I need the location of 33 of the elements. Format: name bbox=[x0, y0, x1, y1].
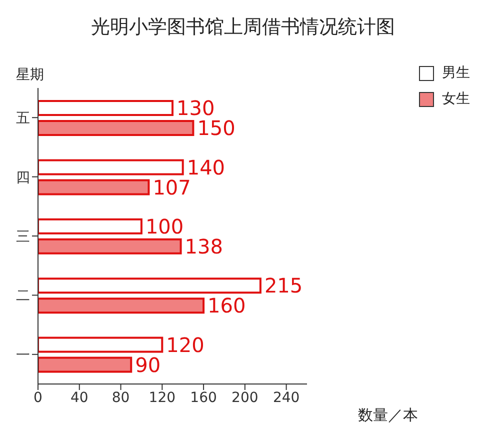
y-tick-label: 二 bbox=[16, 288, 30, 304]
bar bbox=[38, 336, 164, 353]
y-tick-label: 五 bbox=[16, 110, 30, 127]
x-tick-label: 80 bbox=[112, 390, 130, 406]
data-label: 215 bbox=[264, 274, 303, 298]
bar bbox=[38, 238, 182, 254]
text: 男生 bbox=[441, 64, 470, 82]
y-tick-label: 四 bbox=[16, 170, 30, 186]
y-tick-label: 三 bbox=[16, 228, 30, 245]
legend-label: 女生 bbox=[441, 90, 470, 108]
bar bbox=[38, 298, 205, 314]
data-label: 160 bbox=[208, 294, 246, 318]
chart-title: 光明小学图书馆上周借书情况统计图 bbox=[90, 15, 396, 40]
x-tick-label: 0 bbox=[34, 390, 42, 406]
x-tick-label: 240 bbox=[272, 390, 300, 406]
data-label: 100 bbox=[145, 214, 184, 238]
bar bbox=[38, 159, 184, 176]
x-tick-label: 200 bbox=[232, 390, 258, 406]
bar bbox=[38, 218, 142, 234]
bar bbox=[38, 278, 262, 294]
bar bbox=[38, 100, 174, 116]
x-tick-label: 40 bbox=[70, 390, 88, 406]
data-label: 138 bbox=[184, 234, 223, 258]
bar bbox=[38, 120, 194, 136]
bar bbox=[38, 356, 132, 373]
y-tick-label: 一 bbox=[16, 347, 30, 364]
x-tick-label: 120 bbox=[148, 390, 176, 406]
data-label: 90 bbox=[135, 352, 161, 377]
data-label: 120 bbox=[166, 332, 204, 357]
bar bbox=[38, 179, 150, 196]
x-tick-label: 160 bbox=[190, 390, 217, 406]
y-axis-title: 星期 bbox=[16, 66, 44, 84]
x-axis-title: 数量／本 bbox=[358, 406, 418, 425]
